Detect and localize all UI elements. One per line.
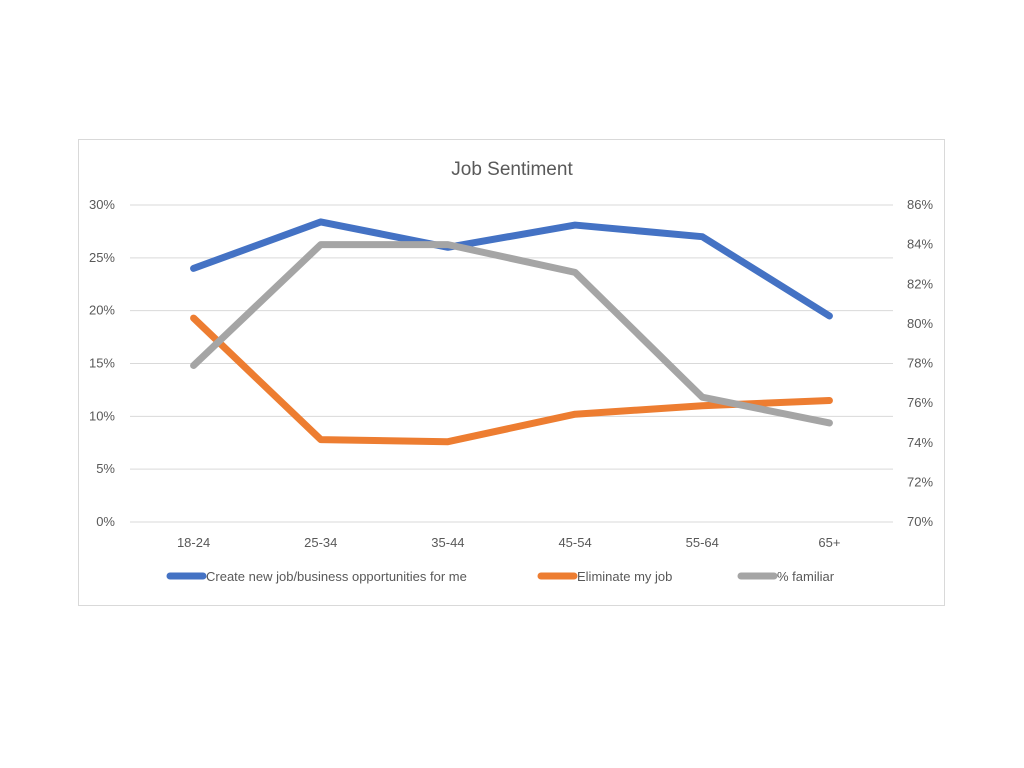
right-tick-label: 84% — [907, 237, 933, 252]
chart-frame — [78, 139, 945, 606]
x-tick-label: 45-54 — [558, 535, 591, 550]
left-tick-label: 25% — [89, 250, 115, 265]
right-tick-label: 82% — [907, 276, 933, 291]
right-tick-label: 80% — [907, 316, 933, 331]
x-tick-label: 18-24 — [177, 535, 210, 550]
right-tick-label: 76% — [907, 395, 933, 410]
left-tick-label: 20% — [89, 303, 115, 318]
left-tick-label: 5% — [96, 461, 115, 476]
x-tick-label: 65+ — [818, 535, 840, 550]
x-tick-label: 35-44 — [431, 535, 464, 550]
left-tick-label: 10% — [89, 408, 115, 423]
x-axis: 18-24 25-34 35-44 45-54 55-64 65+ — [177, 535, 840, 550]
legend: Create new job/business opportunities fo… — [166, 569, 835, 584]
x-tick-label: 55-64 — [686, 535, 719, 550]
left-y-axis: 0% 5% 10% 15% 20% 25% 30% — [89, 197, 115, 529]
left-tick-label: 15% — [89, 356, 115, 371]
right-tick-label: 74% — [907, 435, 933, 450]
right-tick-label: 78% — [907, 356, 933, 371]
right-tick-label: 72% — [907, 474, 933, 489]
series-lines — [190, 218, 833, 446]
legend-label: Create new job/business opportunities fo… — [206, 569, 467, 584]
left-tick-label: 30% — [89, 197, 115, 212]
right-tick-label: 70% — [907, 514, 933, 529]
chart-title: Job Sentiment — [451, 159, 573, 180]
legend-label: Eliminate my job — [577, 569, 672, 584]
series-line-2 — [190, 241, 833, 427]
left-tick-label: 0% — [96, 514, 115, 529]
series-line-0 — [190, 218, 833, 320]
x-tick-label: 25-34 — [304, 535, 337, 550]
series-line-1 — [190, 314, 833, 446]
right-tick-label: 86% — [907, 197, 933, 212]
right-y-axis: 70% 72% 74% 76% 78% 80% 82% 84% 86% — [907, 197, 933, 529]
legend-label: % familiar — [777, 569, 835, 584]
